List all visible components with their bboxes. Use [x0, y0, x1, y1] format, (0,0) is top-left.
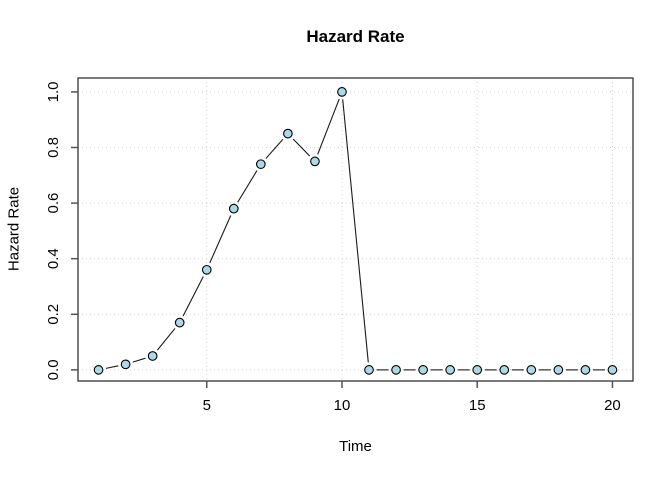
data-point: [580, 365, 591, 375]
data-line-segment: [342, 99, 369, 363]
x-tick-label: 10: [334, 397, 351, 414]
data-point: [93, 365, 104, 375]
x-tick-label: 20: [604, 397, 621, 414]
data-line-segment: [265, 138, 284, 159]
data-point: [499, 365, 510, 375]
data-line-segment: [292, 138, 311, 157]
data-point: [418, 365, 428, 375]
data-line-segment: [132, 357, 146, 363]
data-point: [310, 156, 320, 167]
data-point: [391, 365, 401, 375]
data-point: [607, 365, 618, 375]
data-point: [174, 317, 185, 328]
y-axis-title: Hazard Rate: [5, 186, 23, 272]
data-point: [120, 359, 131, 370]
y-tick-label: 0.2: [45, 304, 62, 325]
data-line-segment: [105, 365, 119, 369]
data-point: [445, 365, 456, 375]
data-line-segment: [317, 98, 340, 155]
data-point: [526, 365, 537, 375]
data-line-segment: [182, 276, 204, 317]
data-point: [337, 87, 347, 97]
x-axis-title: Time: [339, 438, 372, 455]
y-tick-label: 0.6: [45, 193, 62, 214]
data-line-segment: [209, 215, 232, 264]
x-tick-label: 15: [469, 397, 486, 414]
plot-box: [77, 77, 634, 382]
y-tick-label: 0.4: [45, 248, 62, 269]
y-tick-label: 0.8: [45, 137, 62, 158]
data-line-segment: [156, 328, 176, 351]
data-point: [553, 365, 564, 375]
data-point: [472, 365, 483, 375]
data-point: [147, 351, 158, 361]
data-point: [228, 203, 239, 214]
y-tick-label: 1.0: [45, 81, 62, 102]
data-point: [364, 365, 374, 375]
chart-title: Hazard Rate: [306, 27, 405, 46]
data-point: [255, 159, 266, 170]
data-point: [201, 264, 212, 275]
data-line-segment: [237, 170, 258, 203]
y-tick-label: 0.0: [45, 359, 62, 380]
x-tick-label: 5: [203, 397, 211, 414]
data-point: [283, 128, 293, 139]
